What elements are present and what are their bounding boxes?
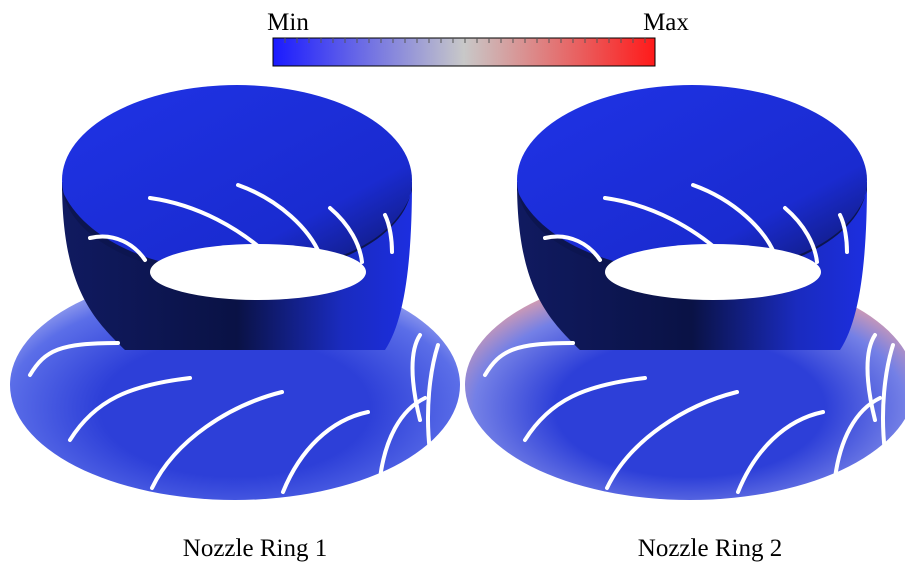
colorbar	[273, 38, 655, 66]
colorbar-min-label: Min	[267, 9, 309, 36]
nozzle-ring-2-render	[465, 85, 905, 500]
figure: Min Max Nozzle Ring 1 Nozzle Ring 2	[0, 0, 905, 566]
colorbar-max-label: Max	[643, 9, 689, 36]
nozzle-ring-1-render	[10, 85, 460, 500]
panel-caption: Nozzle Ring 2	[638, 535, 782, 562]
panel-caption: Nozzle Ring 1	[183, 535, 327, 562]
